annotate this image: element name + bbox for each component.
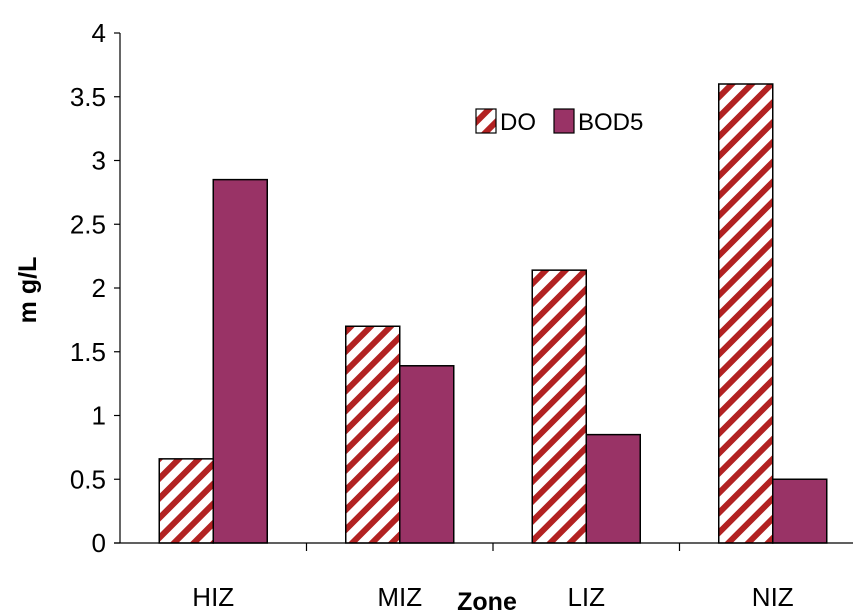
- legend-label-do: DO: [500, 109, 536, 136]
- bar-do-miz: [345, 325, 401, 544]
- y-tick-label: 0.5: [70, 464, 106, 494]
- y-tick-label: 2: [92, 273, 106, 303]
- y-tick-label: 3: [92, 146, 106, 176]
- bar-bod5-hiz: [212, 178, 268, 544]
- y-tick-label: 2.5: [70, 209, 106, 239]
- y-tick-label: 1.5: [70, 337, 106, 367]
- y-tick-label: 3.5: [70, 82, 106, 112]
- x-axis-title: Zone: [457, 588, 517, 612]
- bar-bod5-miz: [399, 365, 455, 544]
- bar-bod5-niz: [772, 478, 828, 544]
- bar-do-hiz: [158, 458, 214, 544]
- legend-swatch-do: [475, 108, 497, 134]
- x-tick-label-hiz: HIZ: [192, 582, 234, 612]
- y-tick-label: 0: [92, 528, 106, 558]
- y-tick-label: 4: [92, 18, 106, 48]
- legend-swatch-bod5: [553, 108, 575, 134]
- x-tick-label-liz: LIZ: [567, 582, 605, 612]
- y-axis-title: m g/L: [14, 257, 42, 324]
- bar-do-niz: [718, 83, 774, 544]
- bar-do-liz: [531, 269, 587, 544]
- x-tick-label-miz: MIZ: [377, 582, 422, 612]
- legend-label-bod5: BOD5: [578, 109, 643, 136]
- bar-bod5-liz: [585, 433, 641, 544]
- y-tick-label: 1: [92, 401, 106, 431]
- x-tick-label-niz: NIZ: [752, 582, 794, 612]
